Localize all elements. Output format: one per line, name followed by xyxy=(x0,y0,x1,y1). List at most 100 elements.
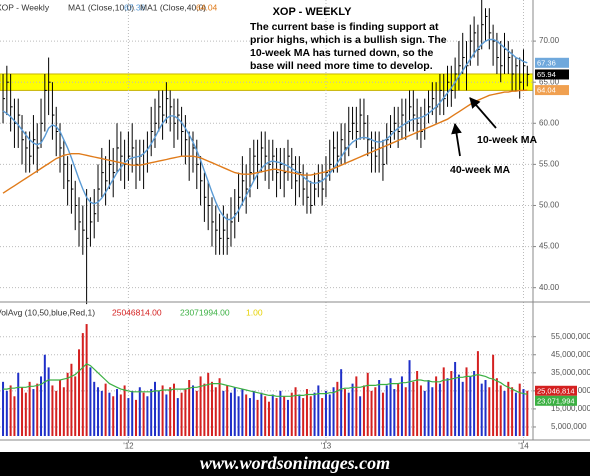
volume-bar xyxy=(522,389,525,436)
volume-bar xyxy=(423,390,426,436)
volume-bar xyxy=(245,394,248,436)
volume-bar xyxy=(317,385,320,436)
volume-bar xyxy=(309,396,312,436)
volume-bar xyxy=(150,389,153,436)
volume-bar xyxy=(241,389,244,436)
volume-bar xyxy=(514,392,517,436)
volume-bar xyxy=(473,371,476,436)
volume-bar xyxy=(70,363,73,436)
volume-bar xyxy=(294,387,297,436)
volume-bar xyxy=(161,385,164,436)
volume-bar xyxy=(275,398,278,436)
volume-bar xyxy=(36,383,39,436)
volume-bar xyxy=(40,376,43,436)
volume-bar xyxy=(165,394,168,436)
chart-title: XOP - WEEKLY xyxy=(273,6,353,18)
volume-bar xyxy=(153,381,156,436)
volume-bar xyxy=(135,399,138,436)
y-tick-label: 50.00 xyxy=(539,201,560,210)
legend-value: 64.04 xyxy=(196,2,218,12)
close-tag: 65.94 xyxy=(537,70,556,79)
footer-band xyxy=(0,452,590,476)
volume-bar xyxy=(199,376,202,436)
volume-bar xyxy=(343,389,346,436)
volume-bar xyxy=(271,394,274,436)
volume-bar xyxy=(305,389,308,436)
legend-value: 25046814.00 xyxy=(112,307,162,317)
volume-bar xyxy=(381,392,384,436)
volume-bar xyxy=(366,372,369,436)
volume-bar xyxy=(419,385,422,436)
volume-bar xyxy=(355,376,358,436)
annotation: 10-week MA has turned down, so the xyxy=(250,47,434,59)
volume-bar xyxy=(393,389,396,436)
volume-bar xyxy=(47,367,50,436)
legend-value: 67.36 xyxy=(124,2,146,12)
volume-bar xyxy=(28,381,31,436)
volume-bar xyxy=(518,383,521,436)
volume-bar xyxy=(24,392,27,436)
volume-bar xyxy=(93,381,96,436)
volume-bar xyxy=(43,354,46,436)
volume-bar xyxy=(431,387,434,436)
average-tag: 23,071,994 xyxy=(537,396,575,405)
volume-bar xyxy=(218,378,221,436)
arrow-label: 10-week MA xyxy=(477,134,538,146)
volume-bar xyxy=(157,390,160,436)
volume-tag: 25,046,814 xyxy=(537,386,575,395)
volume-bar xyxy=(469,376,472,436)
volume-bar xyxy=(279,390,282,436)
volume-bar xyxy=(416,371,419,436)
volume-bar xyxy=(119,394,122,436)
footer: www.wordsonimages.com xyxy=(200,453,390,473)
y-tick-label: 15,000,000 xyxy=(551,404,590,413)
volume-bar xyxy=(81,333,84,436)
volume-bar xyxy=(2,381,5,436)
volume-average xyxy=(3,363,528,397)
volume-bar xyxy=(461,381,464,436)
legend-value: 23071994.00 xyxy=(180,307,230,317)
volume-bar xyxy=(499,385,502,436)
volume-bar xyxy=(362,385,365,436)
volume-bar xyxy=(131,390,134,436)
volume-bar xyxy=(321,398,324,436)
volume-bar xyxy=(511,387,514,436)
volume-bar xyxy=(286,399,289,436)
volume-bar xyxy=(112,396,115,436)
volume-bar xyxy=(195,390,198,436)
volume-bar xyxy=(465,367,468,436)
volume-bar xyxy=(283,396,286,436)
volume-bar xyxy=(412,381,415,436)
arrow xyxy=(469,97,497,129)
volume-bar xyxy=(492,354,495,436)
legend-title: VolAvg (10,50,blue,Red,1) xyxy=(0,307,95,317)
volume-bar xyxy=(442,367,445,436)
volume-bar xyxy=(457,374,460,436)
arrow-label: 40-week MA xyxy=(450,164,511,176)
volume-bar xyxy=(17,372,20,436)
volume-tag-bg xyxy=(535,385,577,396)
volume-bar xyxy=(484,380,487,436)
volume-bar xyxy=(488,387,491,436)
y-tick-label: 45,000,000 xyxy=(551,350,590,359)
volume-bar xyxy=(256,399,259,436)
volume-bar xyxy=(191,385,194,436)
volume-bar xyxy=(66,372,69,436)
volume-bar xyxy=(438,383,441,436)
volume-bar xyxy=(404,387,407,436)
ma-tag: 64.04 xyxy=(537,86,556,95)
volume-bar xyxy=(138,387,141,436)
volume-bar xyxy=(233,387,236,436)
volume-bar xyxy=(229,392,232,436)
ma-tag-bg xyxy=(535,85,569,96)
volume-bar xyxy=(32,389,35,436)
volume-bar xyxy=(507,381,510,436)
x-tick-label: '12 xyxy=(123,442,134,451)
volume-bar xyxy=(264,396,267,436)
volume-bar xyxy=(476,351,479,436)
annotation: base will need more time to develop. xyxy=(250,60,433,72)
volume-bar xyxy=(21,387,24,436)
legend-value: 1.00 xyxy=(246,307,263,317)
volume-bar xyxy=(127,398,130,436)
volume-bar xyxy=(78,349,81,436)
